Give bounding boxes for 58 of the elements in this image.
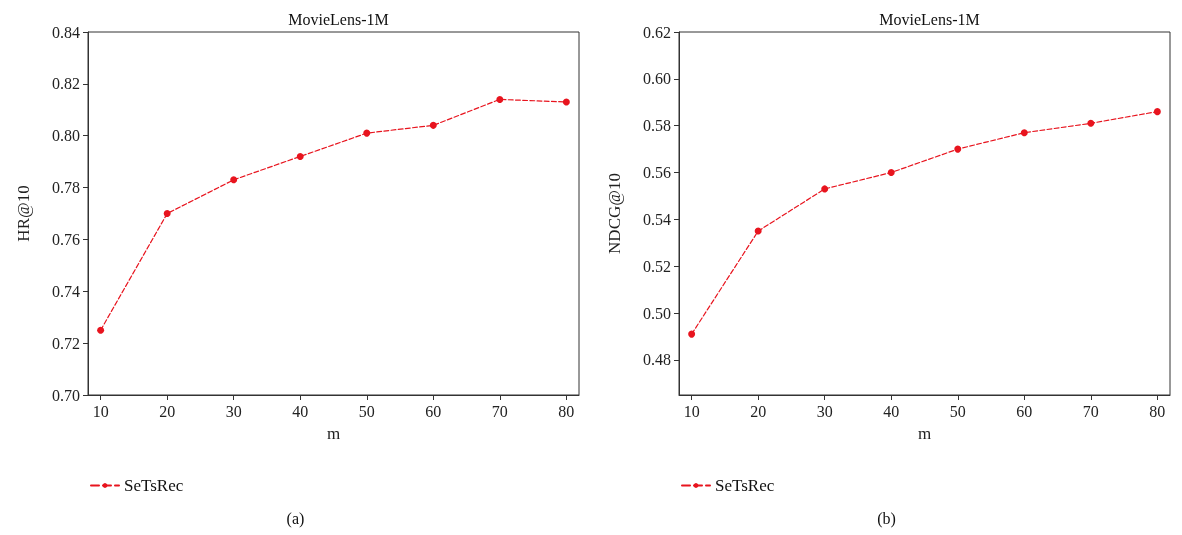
x-tick-label: 80 xyxy=(558,402,575,420)
y-tick-label: 0.54 xyxy=(643,210,671,228)
point xyxy=(754,227,762,235)
x-tick-label: 60 xyxy=(1016,402,1033,420)
x-tick-label: 20 xyxy=(159,402,176,420)
text: (a) xyxy=(286,509,305,528)
point xyxy=(429,121,437,129)
y-tick-label: 0.70 xyxy=(52,386,80,404)
x-tick-label: 40 xyxy=(292,402,309,420)
y-tick-label: 0.84 xyxy=(52,23,80,41)
y-tick-label: 0.52 xyxy=(643,257,671,275)
y-tick-label: 0.76 xyxy=(52,230,80,248)
point xyxy=(363,129,371,137)
legend-label: SeTsRec xyxy=(715,476,775,495)
y-tick-label: 0.62 xyxy=(643,23,671,41)
x-tick-label: 10 xyxy=(683,402,700,420)
y-tick-label: 0.50 xyxy=(643,304,671,322)
y-tick-label: 0.58 xyxy=(643,117,671,135)
y-axis-title: NDCG@10 xyxy=(605,173,624,254)
y-tick-label: 0.82 xyxy=(52,75,80,93)
point xyxy=(163,210,171,217)
x-tick-label: 30 xyxy=(816,402,833,420)
point xyxy=(1153,108,1161,116)
x-tick-label: 70 xyxy=(1082,402,1099,420)
point xyxy=(887,169,895,177)
y-tick-label: 0.48 xyxy=(643,351,671,369)
y-axis-title: HR@10 xyxy=(14,185,33,242)
x-tick-label: 50 xyxy=(949,402,966,420)
y-tick-label: 0.78 xyxy=(52,179,80,197)
x-tick-label: 20 xyxy=(750,402,767,420)
point xyxy=(296,152,304,160)
point xyxy=(562,98,570,106)
y-tick-label: 0.72 xyxy=(52,334,80,352)
point xyxy=(496,95,504,103)
point xyxy=(821,185,829,193)
point xyxy=(97,326,105,334)
x-axis-title: m xyxy=(326,424,341,443)
point xyxy=(1087,119,1095,127)
point xyxy=(688,330,696,338)
x-tick-label: 50 xyxy=(358,402,375,420)
text: (b) xyxy=(877,509,896,528)
x-tick-label: 60 xyxy=(425,402,442,420)
y-tick-label: 0.60 xyxy=(643,70,671,88)
point xyxy=(1020,129,1028,137)
x-tick-label: 10 xyxy=(92,402,109,420)
y-tick-label: 0.74 xyxy=(52,282,80,300)
y-tick-label: 0.80 xyxy=(52,127,80,145)
x-tick-label: 80 xyxy=(1149,402,1166,420)
chart-title: MovieLens-1M xyxy=(288,10,389,28)
x-tick-label: 40 xyxy=(883,402,900,420)
point xyxy=(230,176,238,184)
x-tick-label: 70 xyxy=(491,402,508,420)
x-tick-label: 30 xyxy=(225,402,242,420)
point xyxy=(954,145,962,153)
legend-label: SeTsRec xyxy=(124,476,184,495)
y-tick-label: 0.56 xyxy=(643,164,671,182)
x-axis-title: m xyxy=(917,424,932,443)
chart-title: MovieLens-1M xyxy=(879,10,980,28)
